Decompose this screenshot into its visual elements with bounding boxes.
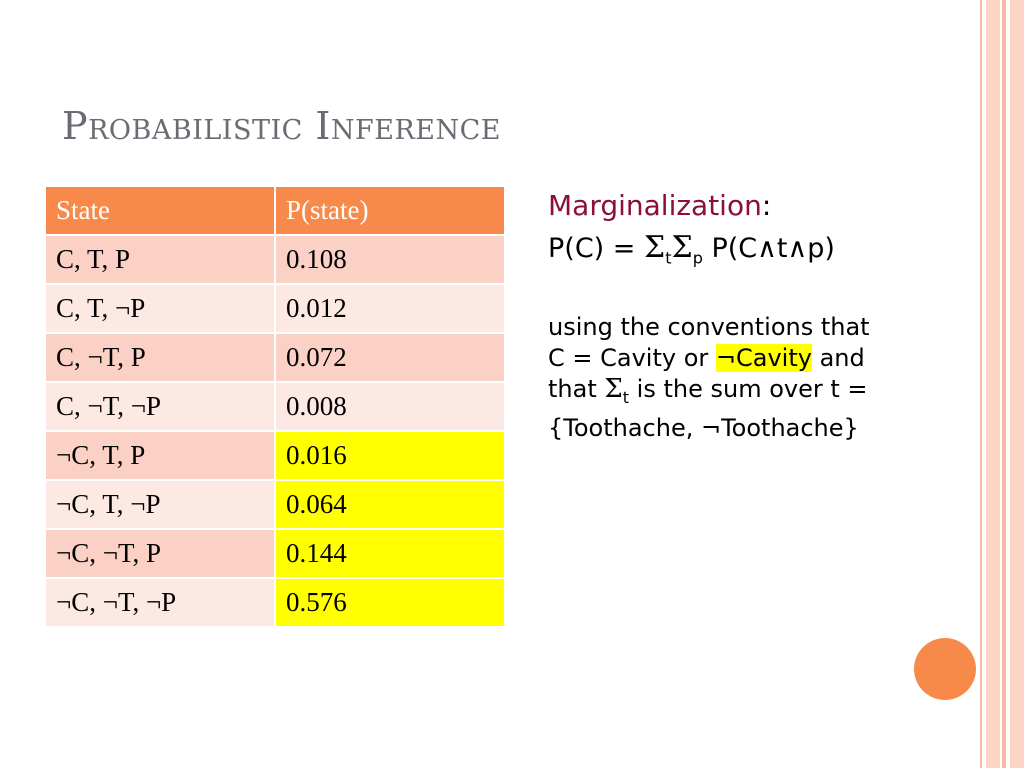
table-row: C, T, ¬P 0.012 (44, 283, 506, 334)
table-header-row: State P(state) (44, 185, 506, 236)
para-text: and (811, 344, 865, 373)
state-cell: ¬C, ¬T, P (44, 528, 276, 579)
sigma-symbol: Σ (644, 230, 666, 265)
probability-cell: 0.064 (274, 479, 506, 530)
explanation-panel: Marginalization: P(C) = ΣtΣp P(C∧t∧p) us… (548, 184, 988, 444)
table-row: C, T, P 0.108 (44, 234, 506, 285)
conventions-paragraph: using the conventions that C = Cavity or… (548, 312, 988, 444)
state-cell: C, ¬T, P (44, 332, 276, 383)
marginalization-word: Marginalization (548, 189, 762, 222)
formula-lhs: P(C) = (548, 233, 644, 264)
state-cell: ¬C, T, P (44, 430, 276, 481)
table-row: ¬C, ¬T, P 0.144 (44, 528, 506, 579)
table-row: C, ¬T, P 0.072 (44, 332, 506, 383)
decorative-circle (914, 638, 976, 700)
formula-rhs: P(C∧t∧p) (702, 233, 835, 264)
state-cell: ¬C, ¬T, ¬P (44, 577, 276, 628)
header-state: State (44, 185, 276, 236)
state-cell: C, T, ¬P (44, 283, 276, 334)
para-line-1: using the conventions that (548, 313, 870, 342)
stripe (986, 0, 1000, 768)
probability-cell: 0.144 (274, 528, 506, 579)
para-line-4: {Toothache, ¬Toothache} (548, 414, 859, 443)
stripe (1002, 0, 1006, 768)
sigma-symbol: Σ (671, 230, 693, 265)
probability-cell: 0.072 (274, 332, 506, 383)
probability-cell: 0.108 (274, 234, 506, 285)
header-probability: P(state) (274, 185, 506, 236)
subscript-t: t (622, 388, 630, 408)
probability-cell: 0.576 (274, 577, 506, 628)
marginalization-formula: P(C) = ΣtΣp P(C∧t∧p) (548, 228, 988, 278)
para-text: is the sum over t = (629, 375, 868, 404)
probability-table: State P(state) C, T, P 0.108 C, T, ¬P 0.012… (44, 185, 506, 628)
state-cell: C, T, P (44, 234, 276, 285)
probability-cell: 0.012 (274, 283, 506, 334)
stripe (980, 0, 982, 768)
marginalization-heading: Marginalization: (548, 184, 988, 228)
para-text: that (548, 375, 605, 404)
para-line-2: C = Cavity or ¬Cavity and (548, 343, 988, 374)
sigma-symbol: Σ (604, 374, 623, 405)
table-row: ¬C, T, P 0.016 (44, 430, 506, 481)
table-row: C, ¬T, ¬P 0.008 (44, 381, 506, 432)
para-line-3: that Σt is the sum over t = (548, 374, 988, 413)
probability-cell: 0.008 (274, 381, 506, 432)
probability-cell: 0.016 (274, 430, 506, 481)
state-cell: C, ¬T, ¬P (44, 381, 276, 432)
stripe (1010, 0, 1024, 768)
decorative-stripes (980, 0, 1024, 768)
subscript-t: t (665, 248, 672, 268)
table-row: ¬C, ¬T, ¬P 0.576 (44, 577, 506, 628)
highlighted-not-cavity: ¬Cavity (715, 344, 812, 373)
para-text: C = Cavity or (548, 344, 716, 373)
slide-title: Probabilistic Inference (62, 104, 501, 148)
table-row: ¬C, T, ¬P 0.064 (44, 479, 506, 530)
colon: : (761, 189, 772, 222)
state-cell: ¬C, T, ¬P (44, 479, 276, 530)
table-body: C, T, P 0.108 C, T, ¬P 0.012 C, ¬T, P 0.072 C,… (44, 234, 506, 628)
subscript-p: p (692, 248, 703, 268)
